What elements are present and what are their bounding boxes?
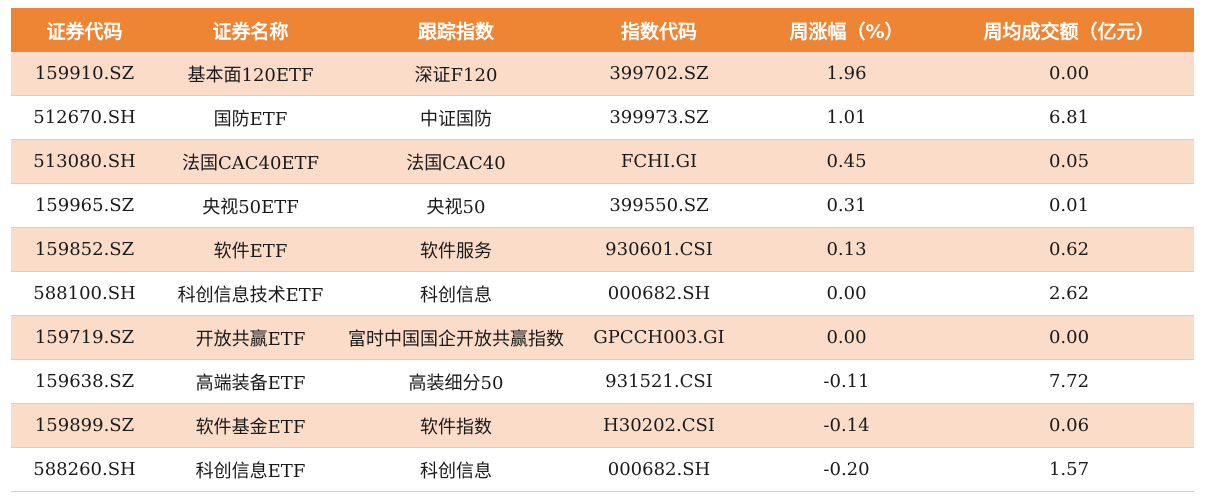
- security-code-cell: 512670.SH: [33, 107, 136, 128]
- table-header-row: 证券代码 证券名称 跟踪指数 指数代码 周涨幅（%） 周均成交额（亿元）: [11, 8, 1194, 52]
- tracking-index-cell: 富时中国国企开放共赢指数: [348, 328, 564, 350]
- weekly-turnover-cell: 0.00: [1048, 327, 1090, 348]
- security-name-cell: 软件基金ETF: [195, 416, 306, 438]
- table-row: 159719.SZ 开放共赢ETF 富时中国国企开放共赢指数 GPCCH003.…: [11, 316, 1194, 360]
- security-code-cell: 159965.SZ: [34, 195, 135, 216]
- header-weekly-change: 周涨幅（%）: [789, 20, 904, 43]
- weekly-change-cell: -0.11: [823, 371, 870, 392]
- table-row: 159965.SZ 央视50ETF 央视50 399550.SZ 0.31 0.…: [11, 184, 1194, 228]
- weekly-turnover-cell: 1.57: [1048, 459, 1090, 480]
- table-row: 513080.SH 法国CAC40ETF 法国CAC40 FCHI.GI 0.4…: [11, 140, 1194, 184]
- weekly-change-cell: 0.31: [826, 195, 867, 216]
- tracking-index-cell: 中证国防: [420, 108, 492, 130]
- tracking-index-cell: 深证F120: [414, 64, 498, 86]
- tracking-index-cell: 央视50: [426, 196, 486, 218]
- table-row: 588260.SH 科创信息ETF 科创信息 000682.SH -0.20 1…: [11, 448, 1194, 492]
- header-weekly-avg-turnover: 周均成交额（亿元）: [983, 20, 1155, 43]
- header-tracking-index: 跟踪指数: [417, 20, 494, 43]
- weekly-change-cell: 1.96: [826, 63, 867, 84]
- security-name-cell: 开放共赢ETF: [195, 328, 306, 350]
- security-code-cell: 159638.SZ: [34, 371, 135, 392]
- security-code-cell: 588100.SH: [33, 283, 136, 304]
- security-name-cell: 基本面120ETF: [187, 64, 314, 86]
- weekly-change-cell: 1.01: [826, 107, 867, 128]
- index-code-cell: 930601.CSI: [605, 239, 713, 260]
- security-name-cell: 科创信息ETF: [195, 460, 306, 482]
- table-row: 512670.SH 国防ETF 中证国防 399973.SZ 1.01 6.81: [11, 96, 1194, 140]
- index-code-cell: GPCCH003.GI: [593, 327, 725, 348]
- index-code-cell: 399973.SZ: [609, 107, 709, 128]
- weekly-change-cell: 0.13: [826, 239, 867, 260]
- weekly-turnover-cell: 0.01: [1048, 195, 1090, 216]
- index-code-cell: 399550.SZ: [609, 195, 709, 216]
- security-name-cell: 高端装备ETF: [195, 372, 306, 394]
- weekly-turnover-cell: 6.81: [1048, 107, 1090, 128]
- weekly-turnover-cell: 0.00: [1048, 63, 1090, 84]
- index-code-cell: FCHI.GI: [620, 151, 698, 172]
- weekly-change-cell: 0.45: [826, 151, 867, 172]
- security-name-cell: 国防ETF: [213, 108, 288, 130]
- security-name-cell: 科创信息技术ETF: [177, 284, 324, 306]
- table-row: 159910.SZ 基本面120ETF 深证F120 399702.SZ 1.9…: [11, 52, 1194, 96]
- tracking-index-cell: 法国CAC40: [406, 152, 506, 174]
- weekly-turnover-cell: 7.72: [1048, 371, 1090, 392]
- tracking-index-cell: 科创信息: [420, 460, 492, 482]
- weekly-change-cell: 0.00: [826, 283, 867, 304]
- index-code-cell: 000682.SH: [607, 283, 711, 304]
- weekly-turnover-cell: 0.06: [1048, 415, 1090, 436]
- security-code-cell: 588260.SH: [33, 459, 136, 480]
- weekly-change-cell: 0.00: [826, 327, 867, 348]
- security-name-cell: 软件ETF: [213, 240, 288, 262]
- weekly-change-cell: -0.14: [823, 415, 870, 436]
- tracking-index-cell: 科创信息: [420, 284, 492, 306]
- security-code-cell: 159852.SZ: [34, 239, 135, 260]
- security-code-cell: 159899.SZ: [34, 415, 135, 436]
- weekly-change-cell: -0.20: [823, 459, 870, 480]
- table-row: 159852.SZ 软件ETF 软件服务 930601.CSI 0.13 0.6…: [11, 228, 1194, 272]
- tracking-index-cell: 软件指数: [420, 416, 492, 438]
- weekly-turnover-cell: 0.62: [1048, 239, 1090, 260]
- index-code-cell: 931521.CSI: [605, 371, 713, 392]
- header-security-name: 证券名称: [212, 20, 289, 43]
- weekly-turnover-cell: 2.62: [1048, 283, 1090, 304]
- table-row: 588100.SH 科创信息技术ETF 科创信息 000682.SH 0.00 …: [11, 272, 1194, 316]
- tracking-index-cell: 软件服务: [420, 240, 492, 262]
- header-index-code: 指数代码: [620, 20, 697, 43]
- security-code-cell: 159910.SZ: [34, 63, 135, 84]
- security-name-cell: 央视50ETF: [202, 196, 299, 218]
- index-code-cell: H30202.CSI: [603, 415, 715, 436]
- security-code-cell: 159719.SZ: [34, 327, 135, 348]
- index-code-cell: 399702.SZ: [609, 63, 709, 84]
- header-security-code: 证券代码: [46, 20, 123, 43]
- weekly-turnover-cell: 0.05: [1048, 151, 1090, 172]
- tracking-index-cell: 高装细分50: [408, 372, 504, 394]
- etf-weekly-table: 证券代码 证券名称 跟踪指数 指数代码 周涨幅（%） 周均成交额（亿元） 159…: [11, 8, 1194, 492]
- security-name-cell: 法国CAC40ETF: [181, 152, 320, 174]
- security-code-cell: 513080.SH: [33, 151, 136, 172]
- table-row: 159899.SZ 软件基金ETF 软件指数 H30202.CSI -0.14 …: [11, 404, 1194, 448]
- table-row: 159638.SZ 高端装备ETF 高装细分50 931521.CSI -0.1…: [11, 360, 1194, 404]
- index-code-cell: 000682.SH: [607, 459, 711, 480]
